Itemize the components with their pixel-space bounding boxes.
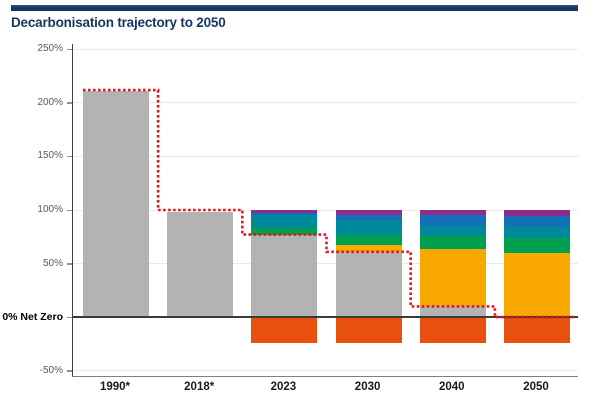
gridline-50 [73, 263, 578, 265]
trajectory-path [83, 88, 576, 319]
bar-segment-2023-purple [251, 210, 318, 214]
gridline--50 [73, 370, 578, 372]
bar-segment-2040-orange [419, 317, 486, 343]
bar-segment-2030-gray [335, 251, 402, 318]
bar-segment-2030-amber [335, 245, 402, 252]
header-rule [11, 5, 578, 11]
gridline-200 [73, 102, 578, 104]
bar-segment-2018-gray [167, 212, 234, 318]
gridline-100 [73, 209, 578, 211]
bar-segment-2050-green [504, 237, 570, 253]
gridline-250 [73, 48, 578, 50]
bar-segment-2040-purple [419, 210, 486, 216]
bar-segment-2023-gray [251, 234, 318, 318]
y-tick-mark-150 [67, 155, 72, 158]
bar-segment-2030-purple [335, 210, 402, 216]
bar-segment-2050-teal [504, 227, 570, 238]
bar-segment-2023-orange [251, 317, 318, 343]
bar-segment-2050-amber [504, 252, 570, 318]
bar-segment-2040-gray [419, 306, 486, 318]
y-tick-mark-100 [67, 209, 72, 211]
bar-segment-2040-blue [419, 215, 486, 227]
y-tick-mark--50 [67, 370, 72, 372]
x-tick-label-2050: 2050 [523, 381, 549, 393]
bar-segment-2030-teal [335, 219, 402, 235]
y-tick-mark-250 [67, 48, 72, 51]
bar-segment-2040-amber [419, 248, 486, 307]
y-tick-label-100: 100% [37, 204, 63, 215]
bar-segment-2040-green [419, 235, 486, 249]
x-tick-label-2040: 2040 [439, 381, 465, 393]
y-tick-label-250: 250% [37, 43, 63, 55]
x-tick-label-1990: 1990* [99, 381, 131, 393]
y-tick-mark-200 [67, 102, 72, 104]
y-tick-label--50: -50% [39, 364, 63, 376]
bar-segment-2023-green [251, 228, 318, 235]
x-tick-label-2018: 2018* [184, 381, 215, 393]
y-tick-label-200: 200% [37, 96, 63, 108]
x-tick-label-2030: 2030 [354, 381, 381, 393]
y-tick-label-0: 0% Net Zero [2, 311, 63, 324]
plot-area [72, 44, 578, 377]
y-tick-mark-50 [67, 263, 72, 265]
bar-segment-2023-teal [251, 215, 318, 229]
trajectory-line [83, 88, 576, 319]
y-tick-label-50: 50% [42, 257, 63, 269]
bar-segment-2023-blue [251, 213, 318, 216]
bar-segment-2050-purple [504, 210, 570, 217]
bar-segment-2030-blue [335, 215, 402, 220]
bar-segment-2050-orange [504, 317, 570, 343]
y-tick-mark-0 [67, 316, 72, 319]
chart-title: Decarbonisation trajectory to 2050 [11, 15, 226, 30]
gridline-150 [73, 155, 578, 157]
bar-segment-1990-gray [83, 91, 149, 318]
y-tick-label-150: 150% [37, 150, 63, 162]
x-tick-label-2023: 2023 [270, 381, 297, 393]
net-zero-baseline [73, 316, 578, 318]
bar-segment-2030-green [335, 234, 402, 246]
bar-segment-2050-blue [504, 216, 570, 228]
bar-segment-2040-teal [419, 226, 486, 236]
bar-segment-2030-orange [335, 317, 402, 343]
